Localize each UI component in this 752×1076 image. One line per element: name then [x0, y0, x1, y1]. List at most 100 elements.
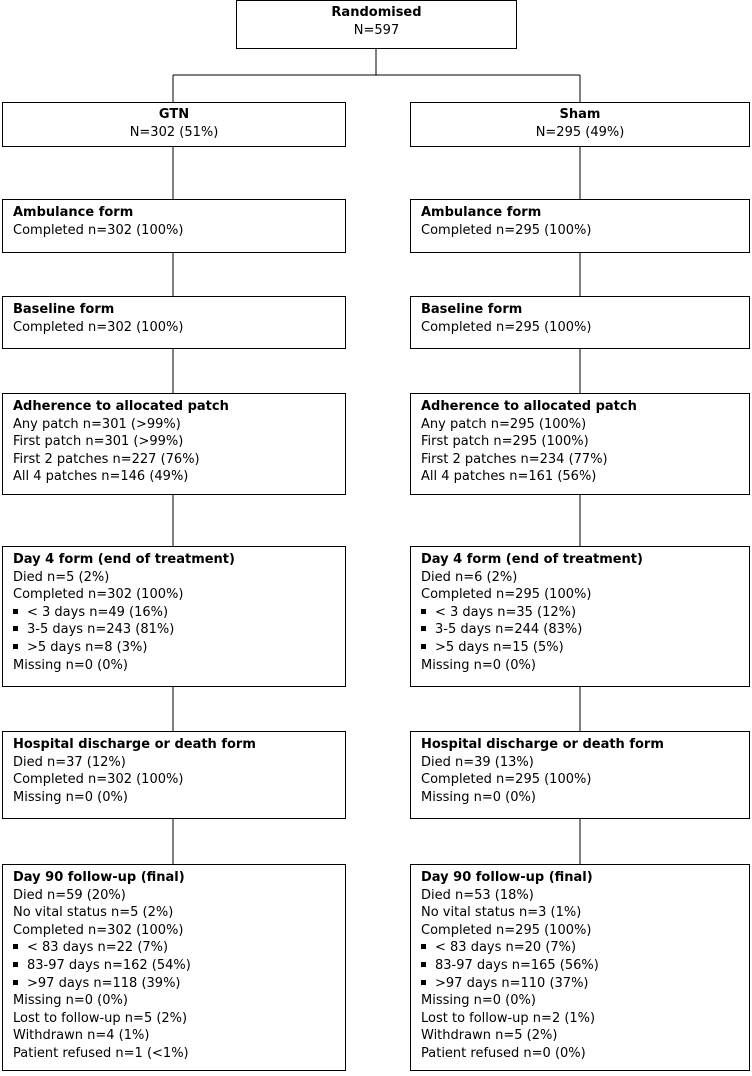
box-title: Adherence to allocated patch — [421, 399, 637, 414]
box-line: First patch n=301 (>99%) — [13, 434, 184, 450]
box-title: Hospital discharge or death form — [421, 737, 664, 752]
stage-box: Day 90 follow-up (final) Died n=53 (18%) N… — [410, 864, 750, 1071]
box-title: Baseline form — [421, 302, 523, 317]
line-text: 3-5 days n=243 (81%) — [27, 622, 175, 638]
box-line: Missing n=0 (0%) — [13, 657, 128, 673]
stage-box: Day 4 form (end of treatment) Died n=6 (2… — [410, 546, 750, 687]
bullet-line: 83-97 days n=162 (54%) — [13, 957, 345, 975]
box-line: Withdrawn n=5 (2%) — [421, 1028, 558, 1044]
box-line: First 2 patches n=234 (77%) — [421, 451, 608, 467]
bullet — [13, 643, 18, 649]
stage-box: Day 4 form (end of treatment) Died n=5 (2… — [2, 546, 346, 687]
bullet-line: >97 days n=110 (37%) — [421, 975, 749, 993]
bullet-line: < 3 days n=35 (12%) — [421, 604, 749, 622]
box-line: Completed n=302 (100%) — [13, 922, 184, 938]
line-text: >97 days n=118 (39%) — [27, 975, 181, 991]
randomised-box: Randomised N=597 — [236, 0, 517, 49]
box-title: Adherence to allocated patch — [13, 399, 229, 414]
box-line: Died n=59 (20%) — [13, 887, 126, 903]
box-title: Baseline form — [13, 302, 115, 317]
box-title: Ambulance form — [421, 205, 542, 220]
bullet-line: >5 days n=8 (3%) — [13, 639, 345, 657]
box-line: Missing n=0 (0%) — [421, 993, 536, 1009]
bullet — [421, 979, 426, 985]
box-title: Randomised — [331, 5, 422, 20]
box-line: Missing n=0 (0%) — [421, 789, 536, 805]
box-line: Died n=6 (2%) — [421, 569, 518, 585]
bullet-line: 3-5 days n=244 (83%) — [421, 621, 749, 639]
box-line: Any patch n=295 (100%) — [421, 416, 587, 432]
bullet-line: < 3 days n=49 (16%) — [13, 604, 345, 622]
box-title: Ambulance form — [13, 205, 134, 220]
box-title: Day 90 follow-up (final) — [13, 870, 185, 885]
line-text: 83-97 days n=162 (54%) — [27, 957, 191, 973]
box-line: Missing n=0 (0%) — [13, 993, 128, 1009]
stage-box: Ambulance form Completed n=302 (100%) — [2, 199, 346, 253]
box-title: Day 90 follow-up (final) — [421, 870, 593, 885]
bullet — [421, 608, 426, 614]
box-line: Completed n=295 (100%) — [421, 319, 592, 335]
stage-box: Hospital discharge or death form Died n=3… — [2, 731, 346, 819]
stage-box: Ambulance form Completed n=295 (100%) — [410, 199, 750, 253]
box-line: No vital status n=3 (1%) — [421, 905, 582, 921]
box-line: Died n=37 (12%) — [13, 754, 126, 770]
line-text: < 83 days n=20 (7%) — [435, 940, 577, 956]
bullet — [421, 626, 426, 632]
bullet-line: 83-97 days n=165 (56%) — [421, 957, 749, 975]
box-line: Completed n=295 (100%) — [421, 922, 592, 938]
box-line: Completed n=302 (100%) — [13, 222, 184, 238]
box-line: Completed n=295 (100%) — [421, 772, 592, 788]
line-text: 83-97 days n=165 (56%) — [435, 957, 599, 973]
box-line: First patch n=295 (100%) — [421, 434, 589, 450]
bullet — [421, 643, 426, 649]
box-line: Missing n=0 (0%) — [13, 789, 128, 805]
bullet-line: >97 days n=118 (39%) — [13, 975, 345, 993]
stage-box: Day 90 follow-up (final) Died n=59 (20%) N… — [2, 864, 346, 1071]
bullet — [421, 961, 426, 967]
bullet — [13, 608, 18, 614]
box-subtitle: N=295 (49%) — [535, 124, 625, 140]
bullet-line: >5 days n=15 (5%) — [421, 639, 749, 657]
box-line: All 4 patches n=146 (49%) — [13, 469, 189, 485]
bullet — [13, 944, 18, 950]
box-title: GTN — [158, 107, 190, 122]
box-subtitle: N=302 (51%) — [129, 124, 219, 140]
box-line: All 4 patches n=161 (56%) — [421, 469, 597, 485]
stage-box: Baseline form Completed n=295 (100%) — [410, 296, 750, 349]
line-text: 3-5 days n=244 (83%) — [435, 622, 583, 638]
box-line: Completed n=302 (100%) — [13, 319, 184, 335]
line-text: >5 days n=8 (3%) — [27, 639, 148, 655]
box-line: Died n=53 (18%) — [421, 887, 534, 903]
bullet — [13, 626, 18, 632]
line-text: >5 days n=15 (5%) — [435, 639, 564, 655]
box-line: Died n=5 (2%) — [13, 569, 110, 585]
box-line: Missing n=0 (0%) — [421, 657, 536, 673]
line-text: < 83 days n=22 (7%) — [27, 940, 169, 956]
box-title: Sham — [559, 107, 601, 122]
stage-box: Hospital discharge or death form Died n=3… — [410, 731, 750, 819]
box-line: Completed n=302 (100%) — [13, 587, 184, 603]
bullet — [421, 944, 426, 950]
box-line: Lost to follow-up n=5 (2%) — [13, 1010, 188, 1026]
box-line: No vital status n=5 (2%) — [13, 905, 174, 921]
bullet — [13, 979, 18, 985]
box-line: Died n=39 (13%) — [421, 754, 534, 770]
line-text: < 3 days n=35 (12%) — [435, 604, 577, 620]
box-line: Patient refused n=0 (0%) — [421, 1045, 586, 1061]
box-line: Completed n=295 (100%) — [421, 222, 592, 238]
box-title: Hospital discharge or death form — [13, 737, 256, 752]
arm-box: Sham N=295 (49%) — [410, 102, 750, 147]
box-line: Completed n=302 (100%) — [13, 772, 184, 788]
line-text: < 3 days n=49 (16%) — [27, 604, 169, 620]
box-subtitle: N=597 — [353, 22, 400, 38]
bullet-line: < 83 days n=20 (7%) — [421, 939, 749, 957]
line-text: >97 days n=110 (37%) — [435, 975, 589, 991]
box-title: Day 4 form (end of treatment) — [421, 552, 643, 567]
stage-box: Adherence to allocated patch Any patch n=… — [410, 393, 750, 495]
box-line: Withdrawn n=4 (1%) — [13, 1028, 150, 1044]
arm-box: GTN N=302 (51%) — [2, 102, 346, 147]
box-line: Lost to follow-up n=2 (1%) — [421, 1010, 596, 1026]
stage-box: Adherence to allocated patch Any patch n=… — [2, 393, 346, 495]
box-title: Day 4 form (end of treatment) — [13, 552, 235, 567]
